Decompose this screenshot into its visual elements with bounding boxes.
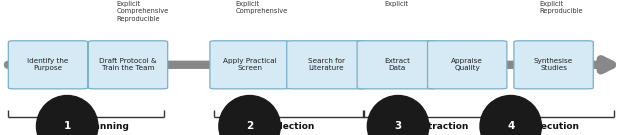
Text: 1: 1 bbox=[63, 121, 71, 131]
Ellipse shape bbox=[367, 95, 429, 135]
FancyBboxPatch shape bbox=[210, 41, 289, 89]
FancyBboxPatch shape bbox=[357, 41, 436, 89]
Text: Planning: Planning bbox=[84, 122, 129, 131]
Text: Selection: Selection bbox=[268, 122, 315, 131]
Text: Explicit
Comprehensive: Explicit Comprehensive bbox=[236, 1, 288, 14]
Text: Appraise
Quality: Appraise Quality bbox=[451, 58, 483, 71]
FancyBboxPatch shape bbox=[88, 41, 168, 89]
Text: Execution: Execution bbox=[529, 122, 579, 131]
Text: Explicit
Comprehensive
Reproducible: Explicit Comprehensive Reproducible bbox=[116, 1, 169, 22]
Text: Explicit: Explicit bbox=[384, 1, 408, 7]
Text: 2: 2 bbox=[246, 121, 253, 131]
Ellipse shape bbox=[36, 95, 98, 135]
FancyBboxPatch shape bbox=[428, 41, 507, 89]
FancyBboxPatch shape bbox=[8, 41, 88, 89]
Text: 4: 4 bbox=[507, 121, 515, 131]
Text: Draft Protocol &
Train the Team: Draft Protocol & Train the Team bbox=[99, 58, 157, 71]
FancyBboxPatch shape bbox=[287, 41, 366, 89]
Text: Explicit
Reproducible: Explicit Reproducible bbox=[539, 1, 582, 14]
Text: Identify the
Purpose: Identify the Purpose bbox=[28, 58, 68, 71]
FancyBboxPatch shape bbox=[514, 41, 593, 89]
Text: Synthesise
Studies: Synthesise Studies bbox=[534, 58, 573, 71]
Text: Extraction: Extraction bbox=[416, 122, 468, 131]
Ellipse shape bbox=[219, 95, 280, 135]
Ellipse shape bbox=[480, 95, 541, 135]
Text: Extract
Data: Extract Data bbox=[384, 58, 410, 71]
Text: Search for
Literature: Search for Literature bbox=[308, 58, 345, 71]
Text: Apply Practical
Screen: Apply Practical Screen bbox=[223, 58, 276, 71]
Text: 3: 3 bbox=[394, 121, 402, 131]
